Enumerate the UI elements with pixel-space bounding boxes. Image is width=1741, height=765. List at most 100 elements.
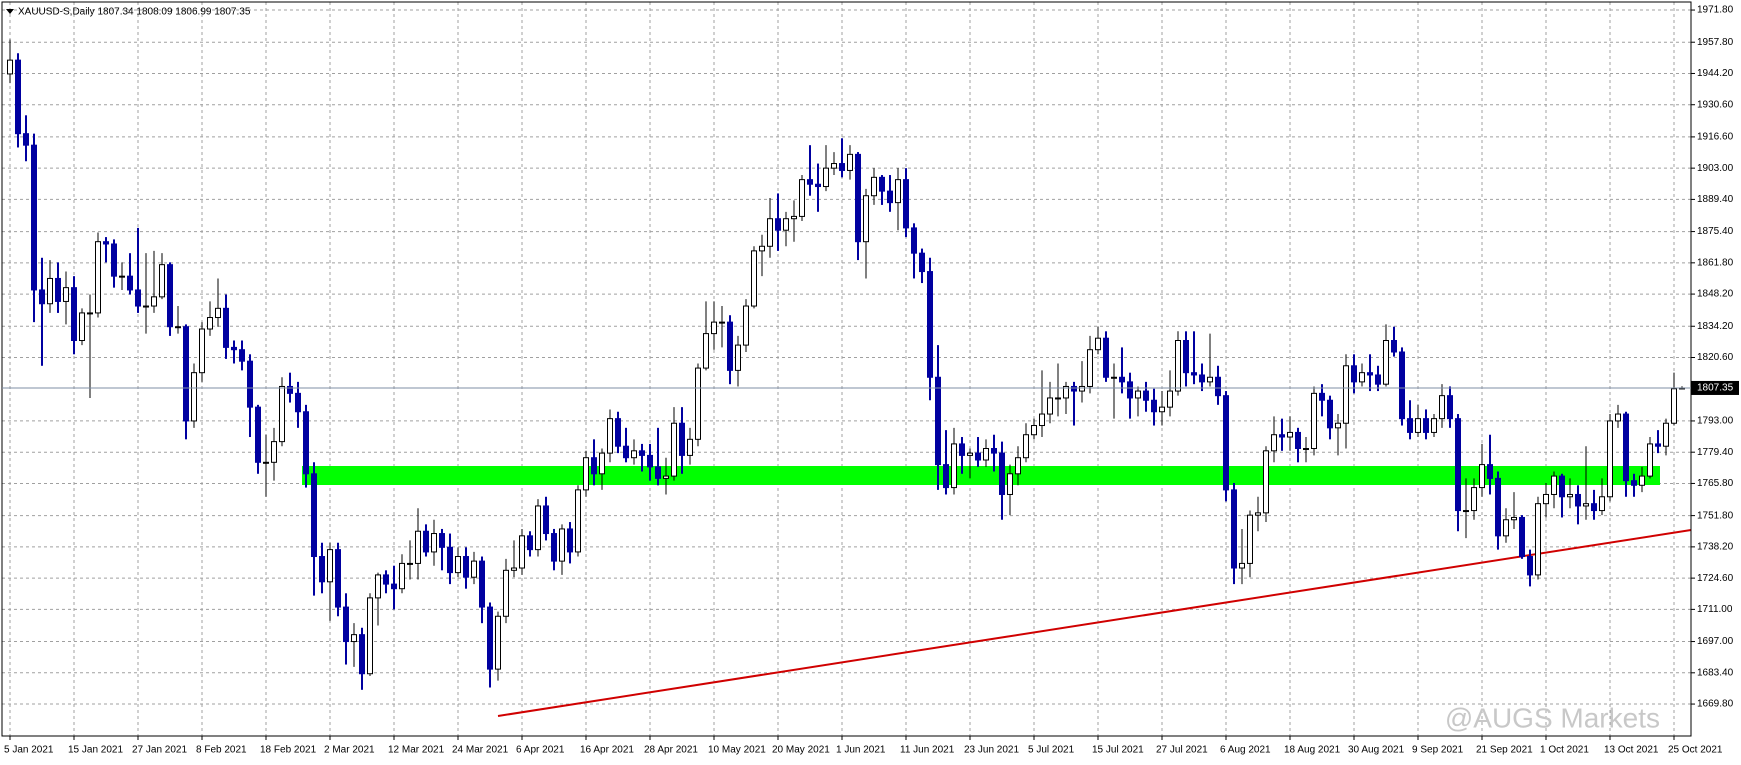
candle-body [599, 452, 605, 475]
candle-body [575, 489, 581, 553]
candle-body [55, 277, 61, 302]
candle-body [431, 533, 437, 553]
candle-body [815, 183, 821, 188]
candle-body [495, 615, 501, 670]
candle-body [199, 328, 205, 374]
candle-body [767, 218, 773, 247]
candle-body [511, 567, 517, 571]
candle-body [1375, 374, 1381, 385]
candle-body [471, 560, 477, 578]
candle-body [1335, 422, 1341, 429]
candle-body [1455, 418, 1461, 512]
y-tick-label: 1820.60 [1697, 352, 1734, 363]
candle-body [183, 326, 189, 422]
watermark: @AUGS Markets [1445, 702, 1660, 733]
candle-body [1287, 431, 1293, 438]
candle-body [799, 179, 805, 217]
y-tick-label: 1779.40 [1697, 447, 1734, 458]
candle-body [551, 533, 557, 562]
candle-body [831, 163, 837, 169]
candle-body [847, 153, 853, 171]
candle-body [735, 344, 741, 371]
candle-body [1167, 390, 1173, 408]
x-tick-label: 20 May 2021 [772, 745, 830, 756]
candle-body [991, 448, 997, 454]
candle-body [951, 443, 957, 489]
candle-body [63, 287, 69, 302]
candle-body [543, 505, 549, 535]
y-tick-label: 1683.40 [1697, 667, 1734, 678]
x-tick-label: 10 May 2021 [708, 745, 766, 756]
y-tick-label: 1875.40 [1697, 226, 1734, 237]
candle-body [1031, 425, 1037, 436]
candle-body [87, 312, 93, 315]
candle-body [1655, 443, 1661, 447]
candle-body [703, 333, 709, 369]
candle-body [1295, 431, 1301, 450]
candle-body [415, 530, 421, 564]
candle-body [1007, 473, 1013, 495]
candle-body [1431, 418, 1437, 433]
candle-body [1183, 340, 1189, 374]
candle-body [1143, 390, 1149, 401]
candle-body [223, 307, 229, 348]
candle-body [127, 275, 133, 291]
grid [2, 2, 1691, 736]
candle-body [655, 466, 661, 479]
candle-body [111, 243, 117, 277]
candle-body [775, 218, 781, 231]
candle-body [1551, 475, 1557, 495]
candle-body [855, 153, 861, 243]
y-tick-label: 1971.80 [1697, 5, 1734, 16]
candle-body [79, 312, 85, 342]
candle-body [1039, 413, 1045, 427]
candle-body [311, 473, 317, 558]
y-tick-label: 1765.80 [1697, 478, 1734, 489]
candle-body [399, 562, 405, 590]
candle-body [1263, 450, 1269, 514]
candle-body [863, 195, 869, 243]
candle-body [1607, 420, 1613, 498]
candle-body [839, 163, 845, 171]
candle-body [1015, 457, 1021, 475]
candle-body [1151, 399, 1157, 413]
candle-body [295, 392, 301, 413]
candles [7, 39, 1685, 690]
candle-body [567, 528, 573, 553]
x-tick-label: 27 Jan 2021 [132, 745, 187, 756]
candle-body [151, 296, 157, 307]
candle-body [439, 533, 445, 548]
y-tick-label: 1930.60 [1697, 99, 1734, 110]
candle-body [31, 144, 37, 291]
candle-body [327, 549, 333, 583]
candle-body [967, 452, 973, 456]
candle-body [887, 190, 893, 204]
y-tick-label: 1711.00 [1697, 604, 1733, 615]
y-tick-label: 1848.20 [1697, 289, 1734, 300]
candle-body [191, 372, 197, 422]
candle-body [287, 385, 293, 394]
candle-body [1215, 376, 1221, 397]
candle-body [1023, 434, 1029, 459]
candle-body [1391, 340, 1397, 353]
x-tick-label: 11 Jun 2021 [900, 745, 955, 756]
x-tick-label: 25 Oct 2021 [1668, 745, 1723, 756]
candle-body [1535, 503, 1541, 576]
candle-body [783, 218, 789, 231]
candle-body [615, 418, 621, 447]
candle-body [303, 411, 309, 475]
candle-body [759, 245, 765, 252]
candle-body [727, 321, 733, 371]
candle-body [1559, 475, 1565, 498]
candle-body [1191, 372, 1197, 376]
candle-body [743, 305, 749, 346]
x-tick-label: 6 Apr 2021 [516, 745, 565, 756]
candle-body [711, 321, 717, 335]
candle-body [999, 452, 1005, 495]
candle-body [583, 457, 589, 491]
candle-body [1343, 365, 1349, 424]
candle-body [255, 406, 261, 463]
candle-body [871, 176, 877, 197]
